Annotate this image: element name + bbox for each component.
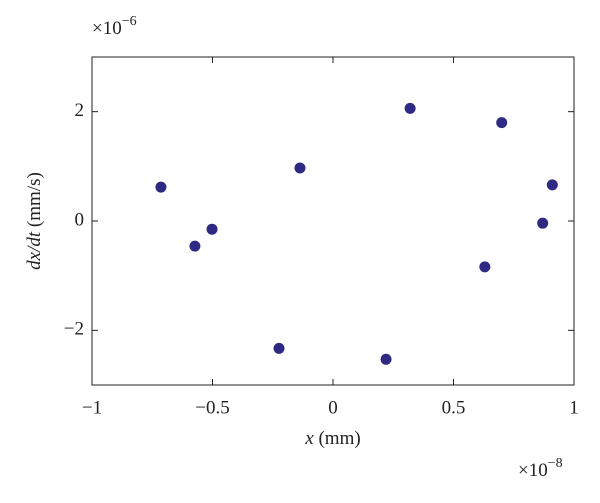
point [546, 179, 558, 191]
x-tick-label: 1 [569, 397, 579, 418]
point [537, 217, 549, 229]
x-tick-label: −0.5 [195, 397, 229, 418]
y-axis-label: dx/dt (mm/s) [24, 172, 45, 270]
point [189, 240, 201, 252]
x-multiplier-base: ×10 [518, 460, 548, 481]
y-tick-label: 0 [75, 209, 85, 230]
point [479, 261, 491, 273]
y-axis-unit: (mm/s) [24, 172, 45, 227]
x-tick-label: 0 [328, 397, 338, 418]
point [380, 353, 392, 365]
x-axis-unit: (mm) [318, 428, 360, 449]
point [155, 181, 167, 193]
x-tick-label: 0.5 [442, 397, 466, 418]
x-axis-label: x (mm) [304, 428, 360, 449]
y-tick-label: 2 [75, 100, 85, 121]
x-multiplier: ×10−8 [518, 456, 563, 481]
point [496, 117, 508, 129]
point [404, 102, 416, 114]
point [206, 223, 218, 235]
x-multiplier-exponent: −8 [548, 456, 563, 471]
x-tick-label: −1 [82, 397, 102, 418]
point [294, 162, 306, 174]
y-multiplier: ×10−6 [92, 14, 137, 39]
y-multiplier-exponent: −6 [122, 14, 137, 29]
y-axis-var: dx/dt [24, 231, 45, 270]
plot-frame [91, 56, 575, 386]
x-axis-var: x [304, 428, 314, 449]
point [273, 342, 285, 354]
y-multiplier-base: ×10 [92, 18, 122, 39]
y-tick-label: −2 [64, 319, 84, 340]
